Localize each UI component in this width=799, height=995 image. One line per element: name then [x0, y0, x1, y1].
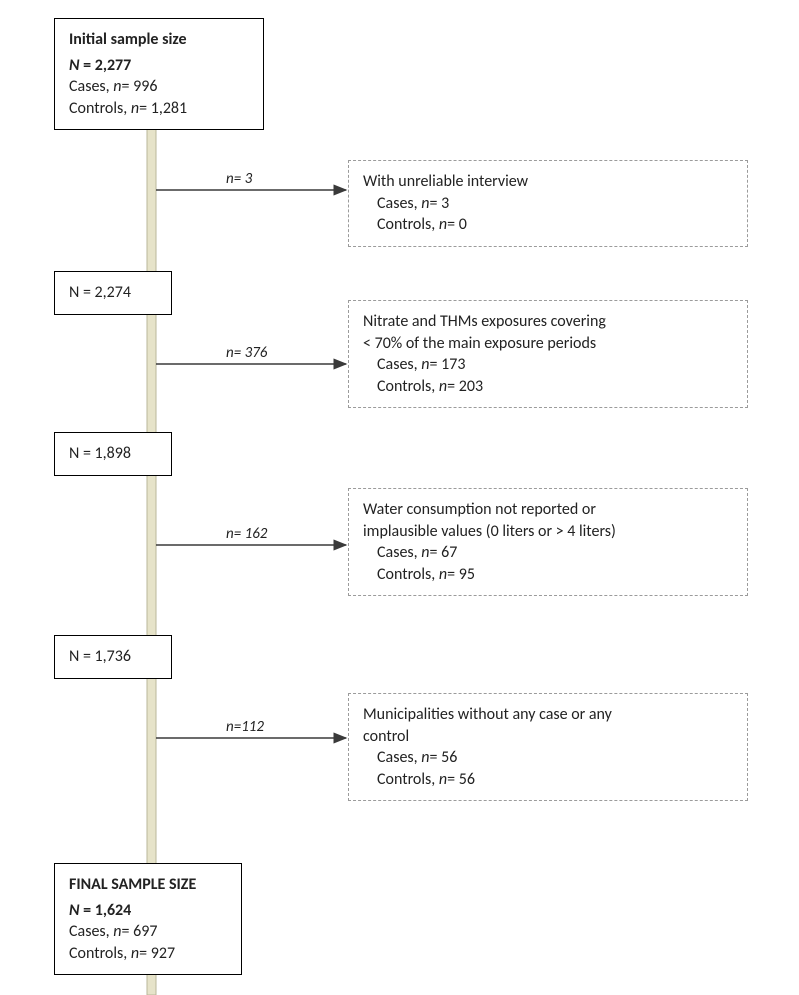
exclusion-box-1: With unreliable interview Cases, n= 3 Co… [348, 160, 748, 247]
stage-box-1: N = 2,274 [54, 271, 172, 315]
excl2-line0: Nitrate and THMs exposures covering [363, 311, 733, 333]
edge-label-4: n=112 [224, 718, 266, 736]
final-controls-line: Controls, n= 927 [69, 943, 227, 965]
edge-label-3: n= 162 [224, 525, 269, 543]
excl1-line1: Cases, n= 3 [363, 193, 733, 215]
excl3-line0: Water consumption not reported or [363, 499, 733, 521]
excl2-line1: < 70% of the main exposure periods [363, 333, 733, 355]
edge-label-1: n= 3 [224, 170, 254, 188]
final-sample-box: FINAL SAMPLE SIZE N = 1,624 Cases, n= 69… [54, 863, 242, 975]
excl1-line0: With unreliable interview [363, 171, 733, 193]
excl2-line3: Controls, n= 203 [363, 376, 733, 398]
excl4-line0: Municipalities without any case or any [363, 704, 733, 726]
excl3-line3: Controls, n= 95 [363, 564, 733, 586]
excl2-line2: Cases, n= 173 [363, 354, 733, 376]
stage-box-3: N = 1,736 [54, 635, 172, 679]
initial-N-line: N = 2,277 [69, 55, 249, 77]
excl3-line1: implausible values (0 liters or > 4 lite… [363, 521, 733, 543]
exclusion-box-3: Water consumption not reported or implau… [348, 488, 748, 596]
final-N-line: N = 1,624 [69, 900, 227, 922]
excl1-line2: Controls, n= 0 [363, 214, 733, 236]
exclusion-box-2: Nitrate and THMs exposures covering < 70… [348, 300, 748, 408]
stage-box-2: N = 1,898 [54, 432, 172, 476]
excl4-line3: Controls, n= 56 [363, 769, 733, 791]
initial-cases-line: Cases, n= 996 [69, 76, 249, 98]
initial-title: Initial sample size [69, 29, 249, 51]
initial-sample-box: Initial sample size N = 2,277 Cases, n= … [54, 18, 264, 130]
exclusion-box-4: Municipalities without any case or any c… [348, 693, 748, 801]
initial-controls-line: Controls, n= 1,281 [69, 98, 249, 120]
excl4-line2: Cases, n= 56 [363, 747, 733, 769]
final-cases-line: Cases, n= 697 [69, 921, 227, 943]
excl4-line1: control [363, 726, 733, 748]
edge-label-2: n= 376 [224, 344, 269, 362]
excl3-line2: Cases, n= 67 [363, 542, 733, 564]
final-title: FINAL SAMPLE SIZE [69, 874, 227, 896]
